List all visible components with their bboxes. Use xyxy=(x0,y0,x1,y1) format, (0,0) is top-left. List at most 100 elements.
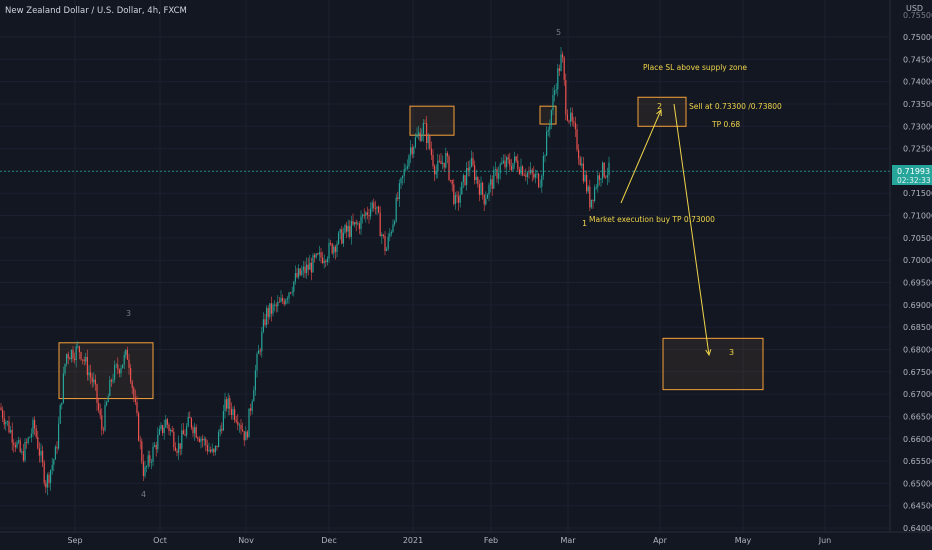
candle-body xyxy=(382,234,384,237)
candle-body xyxy=(6,421,8,423)
candle-body xyxy=(248,408,250,438)
candle-body xyxy=(234,409,236,420)
candle-body xyxy=(390,231,392,234)
zones-layer xyxy=(58,96,764,400)
candle-body xyxy=(229,398,231,409)
candle-body xyxy=(352,221,354,225)
candle-body xyxy=(587,186,589,192)
candle-body xyxy=(62,373,64,403)
candle-body xyxy=(456,195,458,197)
candle-body xyxy=(133,387,135,398)
candle-body xyxy=(435,171,437,175)
candle-body xyxy=(334,246,336,252)
candle-body xyxy=(589,186,591,208)
candle-body xyxy=(171,429,173,432)
candle-body xyxy=(238,424,240,426)
candle-body xyxy=(600,178,602,180)
candle-body xyxy=(99,409,101,416)
candle-body xyxy=(214,445,216,453)
candle-body xyxy=(597,175,599,188)
candle-body xyxy=(130,368,132,382)
candle-body xyxy=(90,372,92,378)
candle-body xyxy=(518,169,520,174)
candle-body xyxy=(381,234,383,237)
candle-body xyxy=(275,304,277,307)
candle-body xyxy=(206,445,208,452)
candle-body xyxy=(514,156,516,164)
candle-body xyxy=(522,166,524,176)
candle-body xyxy=(264,319,266,325)
candle-body xyxy=(242,429,244,432)
candle-body xyxy=(336,243,338,252)
candle-body xyxy=(114,365,116,380)
candle-body xyxy=(16,442,18,448)
candle-body xyxy=(272,304,274,314)
time-tick-label: Mar xyxy=(560,536,576,545)
candle-body xyxy=(58,423,60,449)
candle-body xyxy=(565,79,567,115)
candle-body xyxy=(568,120,570,122)
annotation-sell-at: Sell at 0.73300 /0.73800 xyxy=(689,102,782,111)
time-tick-label: Apr xyxy=(653,536,668,545)
candle-body xyxy=(429,136,431,149)
candle-body xyxy=(470,158,472,167)
candle-body xyxy=(539,186,541,188)
candle-body xyxy=(554,90,556,96)
candle-body xyxy=(419,132,421,141)
candle-body xyxy=(552,95,554,111)
candle-body xyxy=(453,184,455,204)
candle-body xyxy=(197,437,199,439)
candle-body xyxy=(331,243,333,254)
candle-body xyxy=(170,429,172,432)
candle-body xyxy=(483,194,485,205)
candle-body xyxy=(194,427,196,434)
wave-label-1: 1 xyxy=(582,219,587,228)
candle-body xyxy=(240,424,242,430)
candle-body xyxy=(499,164,501,174)
candle-body xyxy=(368,215,370,217)
candle-body xyxy=(274,304,276,306)
candle-body xyxy=(155,444,157,450)
candle-body xyxy=(323,260,325,264)
candle-body xyxy=(427,136,429,144)
candle-body xyxy=(326,258,328,262)
candle-body xyxy=(158,429,160,435)
candle-body xyxy=(29,437,31,438)
candle-body xyxy=(230,408,232,415)
candle-body xyxy=(27,437,29,443)
candle-body xyxy=(482,182,484,195)
candle-body xyxy=(14,445,16,448)
candle-body xyxy=(544,155,546,157)
candle-body xyxy=(154,444,156,447)
candle-body xyxy=(226,399,228,409)
candle-body xyxy=(550,110,552,126)
candle-body xyxy=(256,353,258,371)
candle-body xyxy=(451,179,453,185)
candle-body xyxy=(438,160,440,162)
candle-body xyxy=(5,422,7,425)
candle-body xyxy=(549,125,551,130)
candle-body xyxy=(342,232,344,244)
candle-body xyxy=(320,252,322,258)
candle-body xyxy=(86,357,88,376)
candle-body xyxy=(13,442,15,446)
time-tick-label: Sep xyxy=(67,536,82,545)
candle-body xyxy=(304,266,306,274)
annotation-tp: TP 0.68 xyxy=(711,120,740,129)
candle-body xyxy=(397,197,399,200)
candle-body xyxy=(42,450,44,463)
candle-body xyxy=(414,137,416,148)
candle-body xyxy=(461,181,463,195)
candle-body xyxy=(74,358,76,360)
candle-body xyxy=(608,162,610,176)
time-axis[interactable]: Sep Oct Nov Dec 2021 Feb Mar Apr May Jun xyxy=(67,536,831,545)
candle-body xyxy=(586,175,588,192)
candle-body xyxy=(458,196,460,203)
